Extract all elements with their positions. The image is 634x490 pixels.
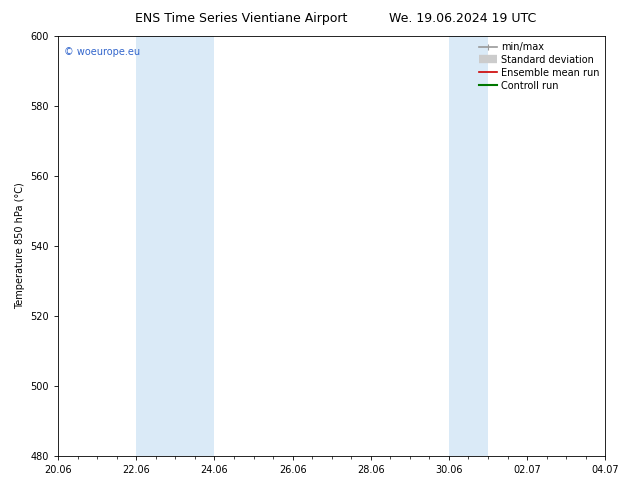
Text: © woeurope.eu: © woeurope.eu — [63, 47, 140, 57]
Y-axis label: Temperature 850 hPa (°C): Temperature 850 hPa (°C) — [15, 183, 25, 310]
Legend: min/max, Standard deviation, Ensemble mean run, Controll run: min/max, Standard deviation, Ensemble me… — [476, 38, 603, 95]
Text: We. 19.06.2024 19 UTC: We. 19.06.2024 19 UTC — [389, 12, 536, 25]
Text: ENS Time Series Vientiane Airport: ENS Time Series Vientiane Airport — [135, 12, 347, 25]
Bar — [136, 36, 214, 456]
Bar — [449, 36, 488, 456]
